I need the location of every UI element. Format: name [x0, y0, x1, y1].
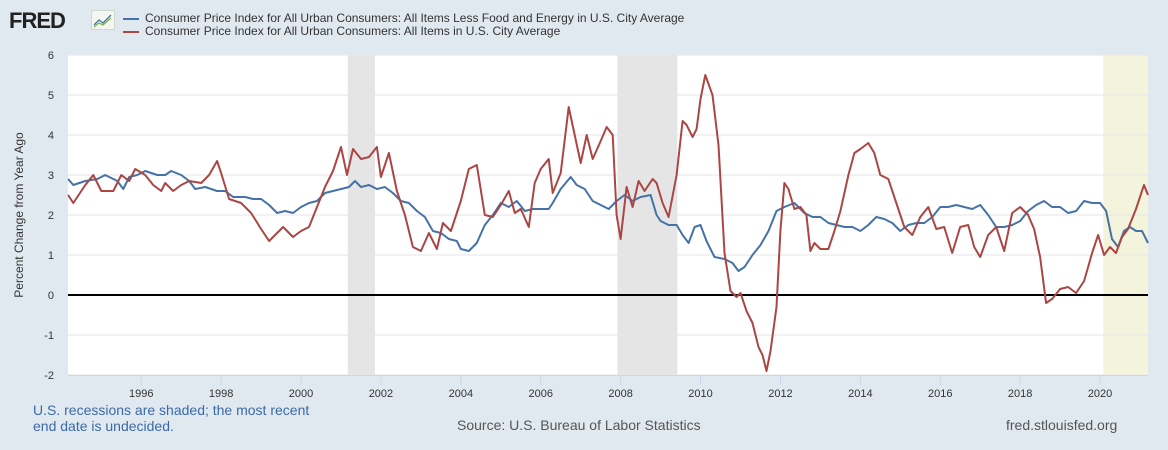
y-axis-label: Percent Change from Year Ago: [12, 132, 26, 298]
legend-label: Consumer Price Index for All Urban Consu…: [145, 11, 685, 25]
chart-line-icon: [91, 10, 115, 30]
fred-logo[interactable]: FRED: [9, 8, 66, 33]
x-tick-label: 1996: [129, 388, 153, 400]
x-tick-label: 2004: [449, 388, 473, 400]
x-tick-label: 2008: [608, 388, 632, 400]
y-tick-label: 0: [48, 290, 54, 302]
series-line-core-cpi: [67, 170, 1149, 272]
legend-swatch-red: [123, 30, 139, 33]
x-tick-label: 2020: [1088, 388, 1112, 400]
legend-swatch-blue: [123, 17, 139, 20]
x-tick-label: 2006: [529, 388, 553, 400]
legend-item-all-items-cpi[interactable]: Consumer Price Index for All Urban Consu…: [123, 25, 684, 38]
y-tick-label: 4: [48, 130, 54, 142]
x-tick-label: 2016: [928, 388, 952, 400]
x-tick-label: 2018: [1008, 388, 1032, 400]
y-tick-label: 3: [48, 170, 54, 182]
legend-item-core-cpi[interactable]: Consumer Price Index for All Urban Consu…: [123, 12, 684, 25]
source-text: Source: U.S. Bureau of Labor Statistics: [457, 417, 701, 433]
x-tick-label: 2010: [688, 388, 712, 400]
site-link[interactable]: fred.stlouisfed.org: [1006, 417, 1118, 433]
recession-note: U.S. recessions are shaded; the most rec…: [33, 402, 310, 434]
legend-label: Consumer Price Index for All Urban Consu…: [145, 24, 561, 38]
x-tick-label: 1998: [209, 388, 233, 400]
y-tick-label: -1: [44, 330, 54, 342]
series-line-all-items-cpi: [67, 74, 1149, 372]
y-tick-label: -2: [44, 370, 54, 382]
y-tick-label: 6: [48, 50, 54, 62]
x-tick-label: 2002: [369, 388, 393, 400]
y-tick-label: 2: [48, 210, 54, 222]
x-tick-label: 2012: [768, 388, 792, 400]
x-tick-label: 2014: [848, 388, 872, 400]
y-tick-label: 5: [48, 90, 54, 102]
y-tick-label: 1: [48, 250, 54, 262]
x-tick-label: 2000: [289, 388, 313, 400]
chart-legend: Consumer Price Index for All Urban Consu…: [123, 12, 684, 38]
